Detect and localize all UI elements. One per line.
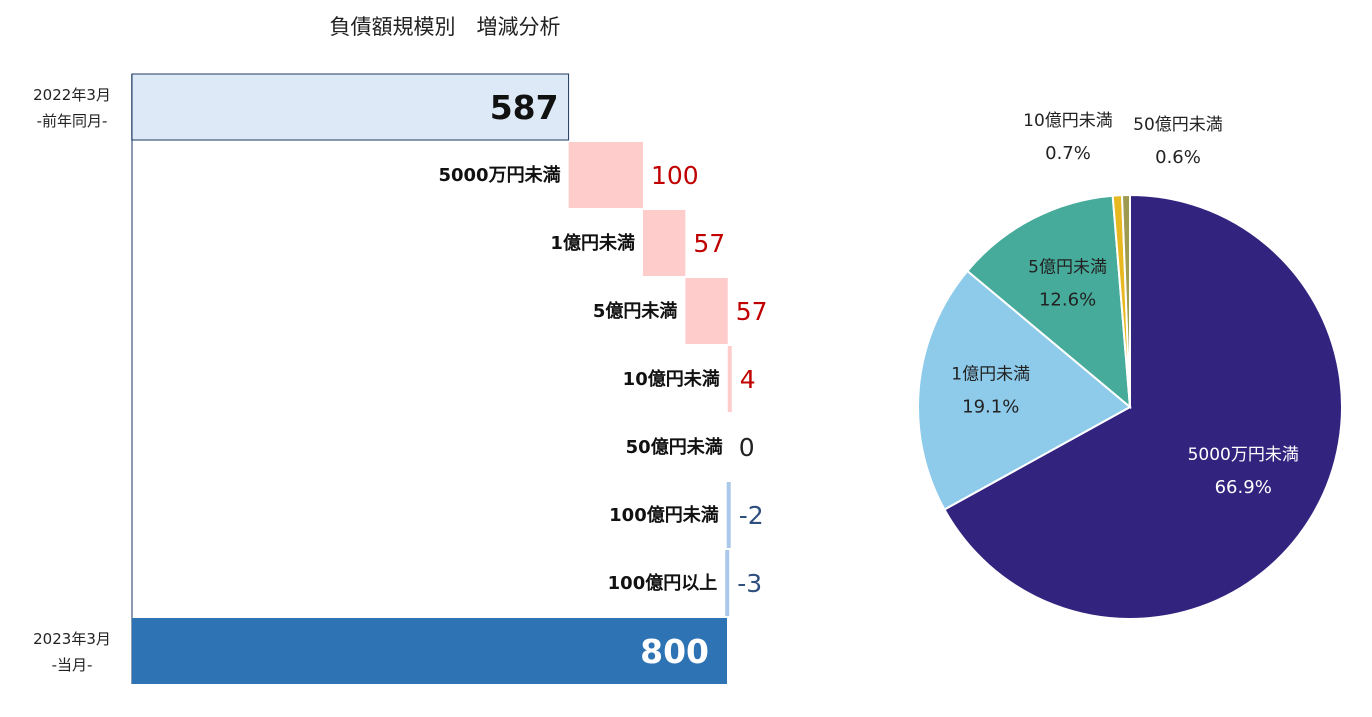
pie-slice-percent: 12.6% bbox=[1039, 290, 1096, 311]
pie-slice-percent: 0.7% bbox=[1045, 143, 1091, 164]
waterfall-bar-step bbox=[642, 210, 686, 276]
waterfall-category-label: 100億円未満 bbox=[609, 504, 719, 526]
pie-slice-percent: 19.1% bbox=[962, 397, 1019, 418]
waterfall-step-value: 100 bbox=[651, 161, 699, 190]
waterfall-step-value: -3 bbox=[737, 569, 762, 598]
pie-slice-percent: 0.6% bbox=[1155, 147, 1201, 168]
waterfall-category-label: 10億円未満 bbox=[623, 368, 720, 390]
chart-title: 負債額規模別 増減分析 bbox=[330, 15, 561, 39]
pie-slice-label: 10億円未満 bbox=[1023, 111, 1113, 131]
waterfall-step-value: -2 bbox=[739, 501, 764, 530]
waterfall-step-value: 0 bbox=[739, 433, 755, 462]
pie-slice-label: 50億円未満 bbox=[1133, 115, 1223, 135]
waterfall-bar-start bbox=[131, 73, 570, 141]
pie-slice bbox=[917, 269, 1132, 511]
waterfall-label-end-line1: 2023年3月 bbox=[33, 630, 111, 648]
waterfall-value-start: 587 bbox=[490, 88, 559, 127]
waterfall-label-start-line1: 2022年3月 bbox=[33, 86, 111, 104]
waterfall-category-label: 1億円未満 bbox=[550, 232, 635, 254]
waterfall-label-end-line2: -当月- bbox=[52, 656, 93, 674]
pie-slice-label: 1億円未満 bbox=[951, 365, 1030, 385]
waterfall-step-value: 4 bbox=[740, 365, 756, 394]
waterfall-bar-end bbox=[132, 618, 727, 684]
waterfall-step-value: 57 bbox=[693, 229, 725, 258]
pie-slice-label: 5億円未満 bbox=[1028, 258, 1107, 278]
waterfall-label-start-line2: -前年同月- bbox=[37, 112, 108, 130]
waterfall-bar-step bbox=[725, 550, 730, 616]
waterfall-category-label: 5億円未満 bbox=[593, 300, 678, 322]
pie-slice-label: 5000万円未満 bbox=[1188, 445, 1299, 465]
waterfall-bar-step bbox=[568, 142, 643, 208]
pie-slice bbox=[965, 194, 1132, 410]
waterfall-category-label: 50億円未満 bbox=[626, 436, 723, 458]
pie-slice-percent: 66.9% bbox=[1215, 477, 1272, 498]
pie-slice bbox=[1120, 193, 1131, 408]
waterfall-bar-step bbox=[685, 278, 728, 344]
waterfall-category-label: 100億円以上 bbox=[608, 572, 718, 594]
waterfall-bar-step bbox=[727, 346, 732, 412]
waterfall-category-label: 5000万円未満 bbox=[438, 164, 560, 186]
waterfall-step-value: 57 bbox=[736, 297, 768, 326]
waterfall-value-end: 800 bbox=[640, 632, 709, 671]
pie-slice bbox=[943, 193, 1343, 620]
waterfall-bar-step bbox=[726, 482, 731, 548]
